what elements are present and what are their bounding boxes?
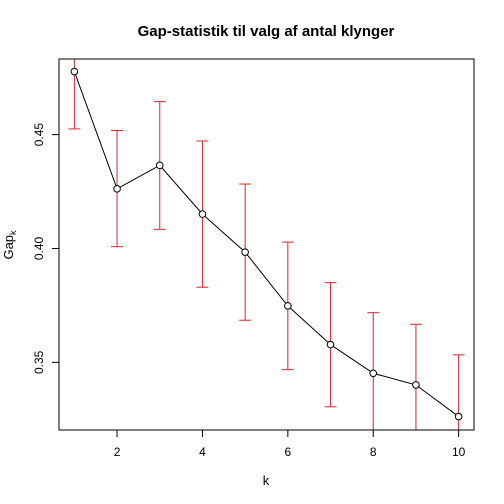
y-tick-label: 0.45 — [32, 123, 46, 147]
data-point-k10 — [454, 412, 463, 421]
data-point-k6 — [284, 302, 292, 310]
x-tick-label: 8 — [370, 445, 377, 459]
error-bar-k10 — [452, 354, 465, 430]
y-tick-label: 0.35 — [32, 350, 46, 374]
chart-title: Gap-statistik til valg af antal klynger — [138, 23, 395, 40]
x-axis-label: k — [263, 473, 270, 488]
data-point-k9 — [412, 381, 420, 389]
data-point-k2 — [113, 185, 121, 193]
data-point-k3 — [155, 161, 164, 170]
x-tick-label: 2 — [114, 445, 121, 459]
y-axis-label-subscript: k — [8, 230, 18, 235]
data-layer — [68, 59, 465, 430]
x-tick-label: 4 — [199, 445, 206, 459]
error-bar-k1 — [68, 59, 81, 130]
x-tick-label: 10 — [452, 445, 466, 459]
y-axis-label-main: Gap — [1, 235, 16, 260]
plot-area: 2 4 6 8 10 0.35 0.40 0.45 — [32, 58, 475, 459]
data-point-k7 — [326, 340, 335, 349]
x-tick-label: 6 — [285, 445, 292, 459]
error-bar-k9 — [409, 323, 422, 430]
y-tick-label: 0.40 — [32, 236, 46, 260]
series-line — [73, 71, 459, 417]
data-point-k5 — [241, 248, 249, 256]
data-point-k8 — [369, 369, 378, 378]
y-axis-label: Gapk — [1, 230, 18, 260]
data-point-k1 — [70, 67, 79, 76]
plot-frame — [58, 58, 475, 431]
data-point-k4 — [198, 210, 207, 218]
